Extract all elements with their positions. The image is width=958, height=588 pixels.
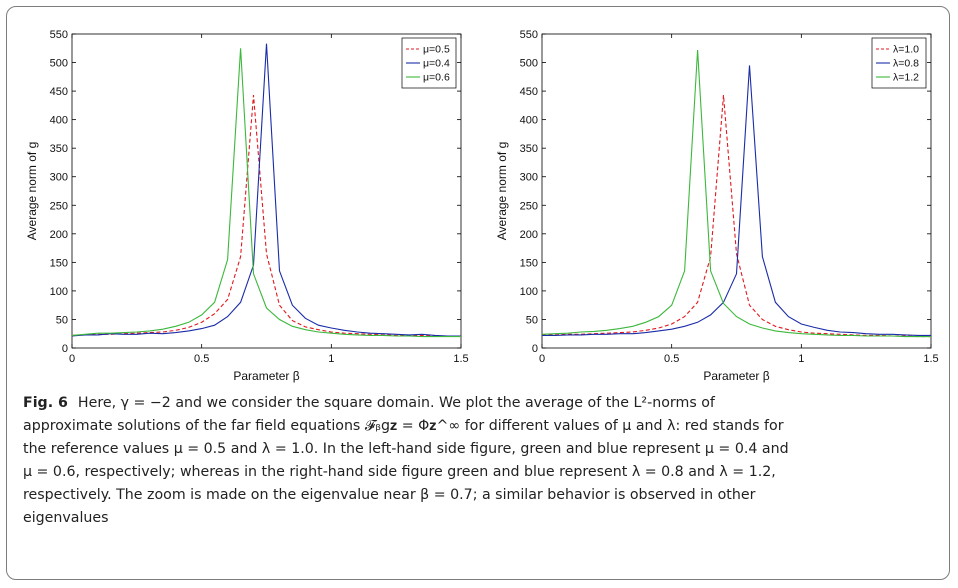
y-tick-label: 250	[50, 200, 68, 212]
series-line-3	[71, 48, 461, 338]
chart-left: 0 50 100 150 200 250 300 350 400 450 500 550 0 0.5 1 1.…	[18, 18, 478, 388]
y-tick-label: 350	[520, 143, 538, 155]
x-axis-label: Parameter β	[703, 369, 769, 383]
series-line-2	[71, 43, 461, 337]
x-tick-label: 1	[798, 353, 804, 365]
y-tick-label: 400	[50, 115, 68, 127]
y-tick-label: 500	[520, 58, 538, 70]
series-line-1	[71, 95, 461, 337]
x-tick-label: 0	[69, 353, 75, 365]
legend-label-3: μ=0.6	[423, 72, 450, 84]
y-tick-label: 200	[50, 229, 68, 241]
caption-line-4: μ = 0.6, respectively; whereas in the ri…	[23, 464, 776, 480]
series-line-3	[541, 49, 931, 338]
y-tick-label: 100	[520, 286, 538, 298]
x-tick-label: 0.5	[664, 353, 679, 365]
plot-area	[541, 33, 932, 349]
y-tick-label: 350	[50, 143, 68, 155]
legend-label-1: μ=0.5	[423, 44, 450, 56]
y-tick-label: 0	[532, 343, 538, 355]
y-tick-label: 300	[50, 172, 68, 184]
chart-svg: 0 50 100 150 200 250 300 350 400 450 500 550 0 0.5 1 1.…	[25, 29, 469, 383]
series-line-1	[542, 95, 931, 338]
y-axis-label: Average norm of g	[25, 142, 39, 241]
figure-label: Fig. 6	[23, 395, 68, 411]
figure-caption: Fig. 6 Here, γ = −2 and we consider the s…	[23, 392, 938, 530]
y-tick-label: 500	[50, 58, 68, 70]
x-axis-label: Parameter β	[233, 369, 299, 383]
y-tick-label: 550	[50, 29, 68, 41]
y-tick-label: 400	[520, 115, 538, 127]
y-tick-label: 300	[520, 172, 538, 184]
legend-label-2: λ=0.8	[893, 58, 919, 70]
chart-svg: 0 50 100 150 200 250 300 350 400 450 500 550 0 0.5 1 1.…	[495, 29, 939, 383]
caption-line-5: respectively. The zoom is made on the ei…	[23, 487, 756, 503]
caption-line-1: Fig. 6 Here, γ = −2 and we consider the s…	[23, 395, 715, 411]
y-axis-label: Average norm of g	[495, 142, 509, 241]
x-tick-label: 1.5	[923, 353, 938, 365]
x-tick-label: 1	[328, 353, 334, 365]
y-tick-label: 50	[526, 314, 538, 326]
legend-label-2: μ=0.4	[423, 58, 450, 70]
y-tick-label: 200	[520, 229, 538, 241]
y-tick-label: 150	[50, 257, 68, 269]
x-tick-label: 0	[539, 353, 545, 365]
chart-right: 0 50 100 150 200 250 300 350 400 450 500 550 0 0.5 1 1.…	[488, 18, 948, 388]
x-tick-label: 0.5	[194, 353, 209, 365]
plot-area	[71, 33, 462, 349]
figure-frame	[6, 6, 950, 580]
caption-line-3: the reference values μ = 0.5 and λ = 1.0…	[23, 441, 789, 457]
y-tick-label: 450	[520, 86, 538, 98]
y-tick-label: 100	[50, 286, 68, 298]
legend-label-3: λ=1.2	[893, 72, 919, 84]
y-tick-label: 0	[62, 343, 68, 355]
x-tick-label: 1.5	[453, 353, 468, 365]
y-tick-label: 50	[56, 314, 68, 326]
series-line-2	[542, 65, 931, 336]
y-tick-label: 550	[520, 29, 538, 41]
legend-label-1: λ=1.0	[893, 44, 919, 56]
y-tick-label: 450	[50, 86, 68, 98]
y-tick-label: 150	[520, 257, 538, 269]
y-tick-label: 250	[520, 200, 538, 212]
caption-line-2: approximate solutions of the far field e…	[23, 418, 784, 434]
caption-line-6: eigenvalues	[23, 510, 109, 526]
